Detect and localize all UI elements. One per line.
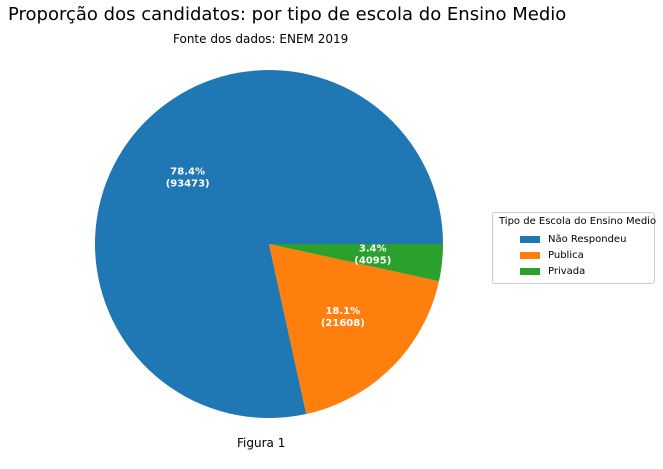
legend-swatch-nao-respondeu: [520, 235, 540, 243]
pie-slice-privada: [269, 244, 443, 282]
slice-count-privada: (4095): [354, 255, 391, 266]
legend-item-publica: Publica: [499, 247, 648, 263]
pie-slice-publica: [269, 244, 439, 414]
legend-label-privada: Privada: [548, 265, 586, 277]
slice-percent-publica: 18.1%: [325, 306, 360, 317]
slice-count-nao-respondeu: (93473): [166, 179, 210, 190]
legend-label-publica: Publica: [548, 249, 584, 261]
pie-slice-nao-respondeu: [95, 70, 444, 419]
legend-item-nao-respondeu: Não Respondeu: [499, 231, 648, 247]
legend-items: Não Respondeu Publica Privada: [499, 231, 648, 279]
legend: Tipo de Escola do Ensino Medio Não Respo…: [492, 212, 657, 284]
chart-title: Proporção dos candidatos: por tipo de es…: [8, 4, 567, 25]
legend-title: Tipo de Escola do Ensino Medio: [499, 216, 657, 227]
slice-label-privada: 3.4% (4095): [354, 243, 391, 266]
legend-swatch-publica: [520, 251, 540, 259]
slice-percent-nao-respondeu: 78.4%: [170, 167, 205, 178]
pie-slice-labels: 78.4% (93473) 18.1% (21608) 3.4% (4095): [166, 167, 392, 329]
legend-label-nao-respondeu: Não Respondeu: [548, 233, 627, 245]
slice-label-publica: 18.1% (21608): [321, 306, 365, 329]
chart-subtitle: Fonte dos dados: ENEM 2019: [173, 32, 349, 46]
legend-swatch-privada: [520, 267, 540, 275]
slice-count-publica: (21608): [321, 318, 365, 329]
pie-slices: [95, 70, 444, 419]
legend-item-privada: Privada: [499, 263, 648, 279]
slice-label-nao-respondeu: 78.4% (93473): [166, 167, 210, 190]
figure-caption: Figura 1: [237, 436, 286, 450]
slice-percent-privada: 3.4%: [359, 243, 387, 254]
